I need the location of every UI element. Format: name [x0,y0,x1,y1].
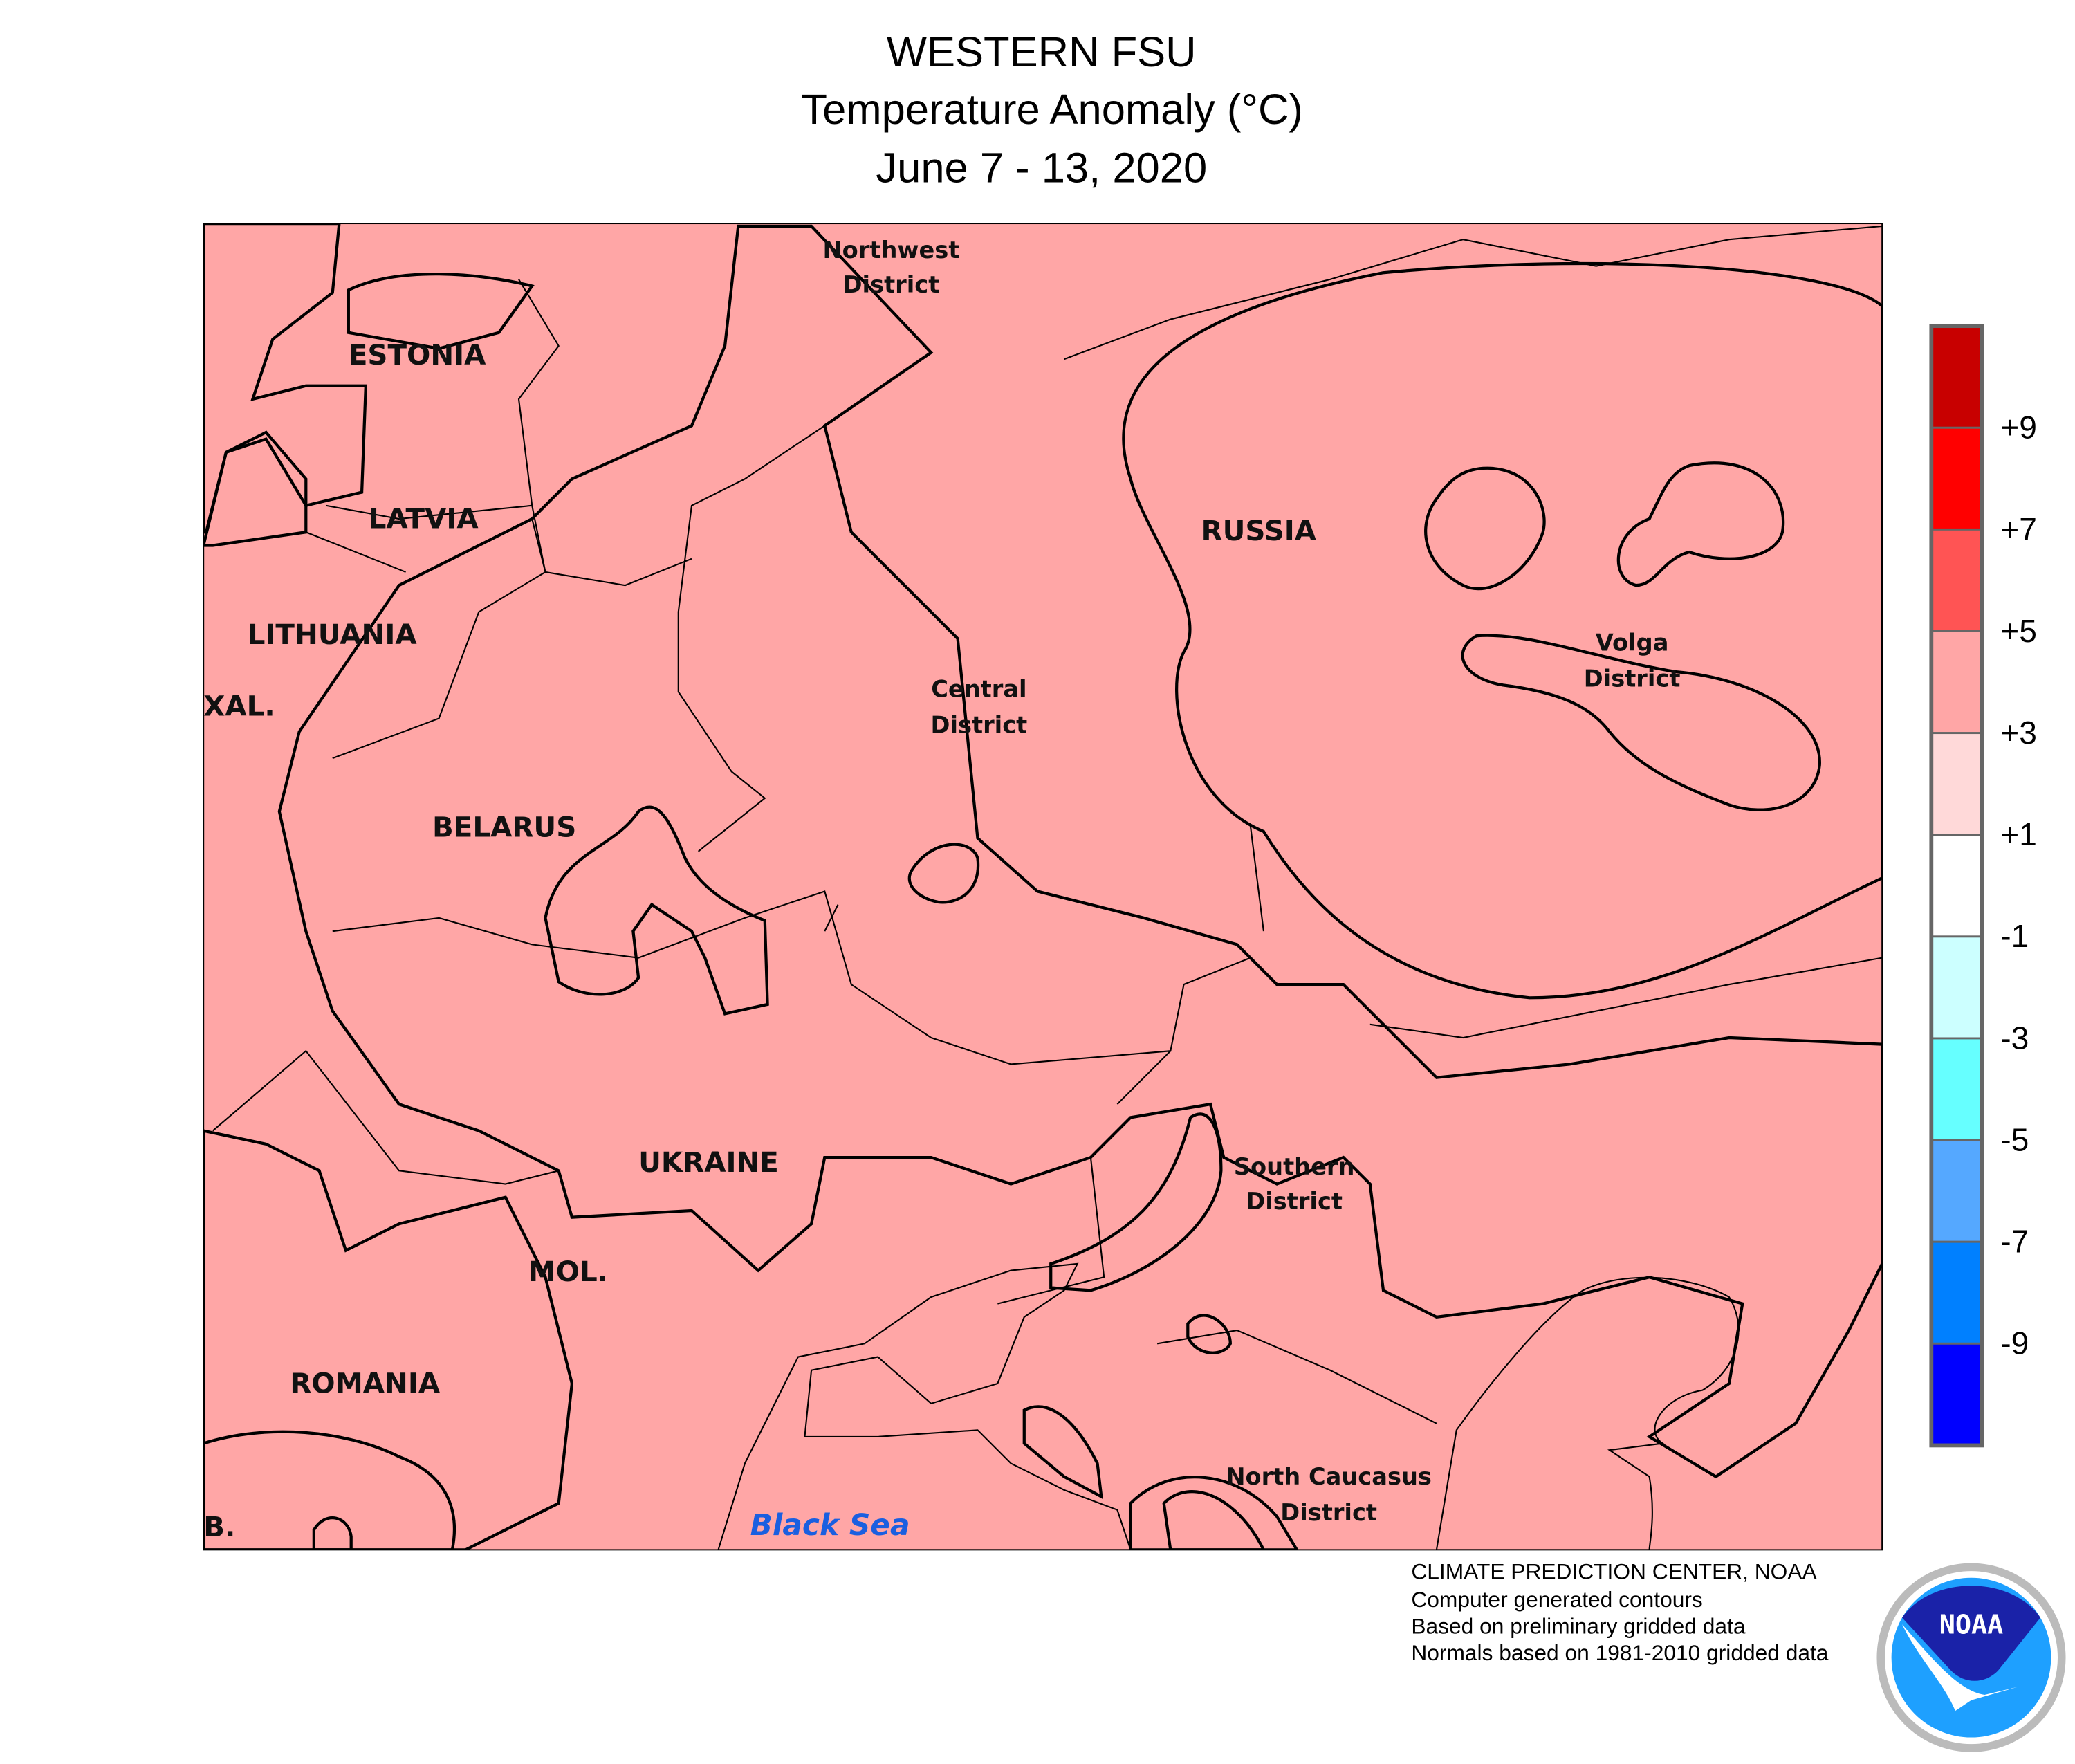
colorbar-tick-label: -9 [2000,1325,2029,1361]
black-sea [717,1262,1132,1550]
colorbar-frame [1929,324,1984,1448]
sea-of-azov [1435,1276,1740,1550]
colorbar-bin [1930,630,1983,735]
anomaly-neutral-volga-2 [1616,461,1785,587]
colorbar-bin [1930,1139,1983,1243]
colorbar-tick-label: +5 [2000,613,2037,649]
colorbar-bin [1930,732,1983,836]
label-central-district-2: District [931,712,1028,739]
anomaly-5-7-main [277,224,1883,1479]
title-region: WESTERN FSU [887,28,1197,76]
colorbar-bin [1930,1342,1983,1446]
anomaly-neutral-bottom-left [203,1430,456,1550]
colorbar-tick-label: +1 [2000,816,2037,852]
logo-sky [1902,1586,2040,1681]
label-northwest-district-2: District [843,271,940,298]
anomaly-neutral-volga-1 [1424,466,1546,591]
colorbar-tick-label: +3 [2000,715,2037,751]
credits: CLIMATE PREDICTION CENTER, NOAA Computer… [1411,1559,1828,1665]
anomaly-7-9-belarus [544,805,769,1016]
label-southern-district-1: Southern [1234,1153,1355,1180]
label-ukraine: UKRAINE [638,1146,779,1179]
label-north-caucasus-district-2: District [1280,1499,1377,1526]
label-volga-district-1: Volga [1596,629,1669,656]
label-latvia: LATVIA [369,502,479,535]
label-northwest-district-1: Northwest [823,237,960,264]
colorbar-bin [1930,834,1983,938]
title-period: June 7 - 13, 2020 [876,144,1207,192]
anomaly-1-3-romania [203,1129,574,1550]
anomaly-5-7-southern [1049,1112,1223,1292]
credit-line: Normals based on 1981-2010 gridded data [1411,1640,1828,1665]
logo-text: NOAA [1939,1610,2004,1641]
noaa-logo: NOAA [1876,1563,2066,1752]
label-estonia: ESTONIA [349,339,486,371]
colorbar-tick-label: -3 [2000,1020,2029,1056]
admin-boundaries [212,225,1883,1424]
anomaly-1-3-estonia [347,273,535,351]
label-central-district-1: Central [931,676,1026,703]
colorbar-bin [1930,324,1983,429]
colorbar-tick-label: -5 [2000,1121,2029,1157]
label-southern-district-2: District [1246,1188,1343,1215]
anomaly-3-5-base [203,223,1883,1550]
map-frame [203,223,1883,1551]
anomaly-7-9-caucasus [1162,1490,1266,1550]
anomaly-1-3-russia [1122,261,1883,1000]
credit-line: Based on preliminary gridded data [1411,1614,1745,1639]
map: ESTONIA LATVIA LITHUANIA XAL. BELARUS RU… [203,223,1883,1551]
colorbar-bin [1930,528,1983,632]
anomaly-3-5-hole-central [907,843,980,904]
label-moldova: MOL. [528,1256,608,1288]
label-bulgaria: B. [203,1511,235,1543]
label-russia: RUSSIA [1201,515,1317,547]
label-north-caucasus-district-1: North Caucasus [1226,1463,1432,1490]
label-kaliningrad: XAL. [203,690,275,723]
label-romania: ROMANIA [290,1367,441,1399]
title-variable: Temperature Anomaly (°C) [801,86,1302,134]
label-lithuania: LITHUANIA [248,618,418,651]
credit-line: CLIMATE PREDICTION CENTER, NOAA [1411,1559,1817,1584]
label-belarus: BELARUS [432,811,576,844]
anomaly-5-7-caucasus [1129,1476,1299,1550]
colorbar-bin [1930,935,1983,1040]
colorbar-bin [1930,1240,1983,1345]
anomaly-5-7-caucasus-west [1022,1405,1103,1500]
colorbar-tick-label: +7 [2000,511,2037,547]
anomaly-minus1-3 [312,1516,353,1550]
colorbar-tick-label: -7 [2000,1224,2029,1260]
anomaly-5-7-small [1186,1314,1232,1354]
colorbar-tick-label: -1 [2000,918,2029,954]
colorbar-bin [1930,1037,1983,1141]
credit-line: Computer generated contours [1411,1587,1702,1612]
colorbar-bin [1930,426,1983,531]
logo-gull [1902,1624,2018,1711]
colorbar: +9 +7 +5 +3 +1 -1 -3 -5 -7 -9 [1929,324,2037,1448]
colorbar-tick-label: +9 [2000,410,2037,445]
anomaly-neutral-volga-3 [1461,634,1821,811]
label-volga-district-2: District [1584,665,1681,692]
label-black-sea: Black Sea [750,1508,910,1542]
anomaly-neutral-baltic [203,223,368,534]
